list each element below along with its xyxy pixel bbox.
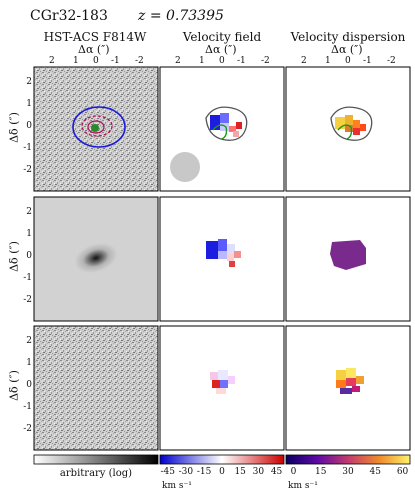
x-tick-label: 2 — [49, 56, 55, 66]
x-tick-label: -2 — [135, 56, 144, 66]
x-tick-label: -1 — [237, 56, 246, 66]
galaxy-contour-inner — [87, 120, 105, 134]
dispersion-map-row2 — [330, 240, 366, 270]
dispersion-green-curve-row1 — [337, 124, 353, 140]
y-tick-label: -1 — [23, 273, 32, 283]
dispersion-contour-row1 — [330, 106, 373, 141]
y-tick-label: 2 — [26, 77, 32, 87]
colorbar-tick-label: 30 — [342, 467, 354, 477]
colorbar-velocity — [159, 454, 285, 465]
x-tick-label: 2 — [175, 56, 181, 66]
object-name: CGr32-183 — [30, 8, 108, 24]
colorbar-tick-label: 15 — [314, 467, 327, 477]
y-tick-label: 0 — [26, 121, 32, 131]
colorbar-tick-label: -30 — [178, 467, 194, 477]
x-tick-label: -1 — [111, 56, 120, 66]
galaxy-contour-mid — [81, 115, 113, 137]
colorbar-grayscale — [33, 454, 159, 465]
psf-disk — [170, 152, 200, 182]
colorbar-grayscale-label: arbitrary (log) — [59, 468, 133, 479]
velocity-green-curve-row1 — [212, 124, 228, 140]
x-tick-label: 1 — [73, 56, 79, 66]
panel-residual-image-row3 — [33, 325, 159, 451]
y-tick-label: -1 — [23, 143, 32, 153]
y-tick-label: 2 — [26, 336, 32, 346]
colorbar-tick-label: 45 — [270, 467, 283, 477]
y-tick-label: -2 — [23, 165, 32, 175]
colorbar-tick-label: 30 — [252, 467, 265, 477]
velocity-field-map-row1 — [210, 113, 242, 137]
y-tick-label: 0 — [26, 251, 32, 261]
x-tick-label: 0 — [219, 56, 225, 66]
velocity-field-map-row3 — [210, 370, 235, 394]
dispersion-map-row3 — [336, 368, 364, 394]
colorbar-tick-label: -15 — [196, 467, 212, 477]
x-tick-label: -2 — [387, 56, 396, 66]
velocity-field-map-row2 — [206, 239, 241, 267]
x-axis-label-col1: Δα (″) — [78, 43, 110, 56]
x-tick-label: 1 — [199, 56, 205, 66]
y-tick-label: -1 — [23, 402, 32, 412]
colorbar-dispersion-unit: km s⁻¹ — [288, 481, 318, 491]
column-title-velocity-field: Velocity field — [182, 30, 262, 44]
galaxy-contour-outer — [72, 106, 126, 148]
y-tick-label: -2 — [23, 295, 32, 305]
x-tick-label: 2 — [301, 56, 307, 66]
y-tick-label: 2 — [26, 207, 32, 217]
x-tick-label: -2 — [261, 56, 270, 66]
model-galaxy-blob — [74, 243, 118, 273]
x-tick-label: 1 — [325, 56, 331, 66]
x-axis-label-col2: Δα (″) — [205, 43, 237, 56]
y-tick-label: 1 — [26, 358, 32, 368]
colorbar-velocity-unit: km s⁻¹ — [162, 481, 192, 491]
y-tick-label: 0 — [26, 380, 32, 390]
colorbar-tick-label: 60 — [396, 467, 409, 477]
colorbar-tick-label: -45 — [160, 467, 175, 477]
x-axis-label-col3: Δα (″) — [331, 43, 363, 56]
y-tick-label: 1 — [26, 99, 32, 109]
colorbar-tick-label: 15 — [234, 467, 246, 477]
galaxy-core — [91, 124, 99, 132]
x-tick-label: 0 — [345, 56, 351, 66]
velocity-contour-row1 — [205, 106, 248, 141]
redshift-label: z = 0.73395 — [138, 8, 224, 24]
panel-velocity-field-row3 — [159, 325, 285, 451]
y-tick-label: 1 — [26, 229, 32, 239]
column-title-velocity-dispersion: Velocity dispersion — [290, 30, 406, 44]
colorbar-tick-label: 45 — [369, 467, 381, 477]
y-tick-label: -2 — [23, 424, 32, 434]
colorbar-dispersion — [285, 454, 411, 465]
colorbar-tick-label: 0 — [290, 467, 297, 477]
column-title-hst: HST-ACS F814W — [43, 30, 147, 44]
colorbar-tick-label: 0 — [219, 467, 225, 477]
x-tick-label: 0 — [93, 56, 99, 66]
x-tick-label: -1 — [363, 56, 372, 66]
dispersion-map-row1 — [335, 115, 366, 135]
